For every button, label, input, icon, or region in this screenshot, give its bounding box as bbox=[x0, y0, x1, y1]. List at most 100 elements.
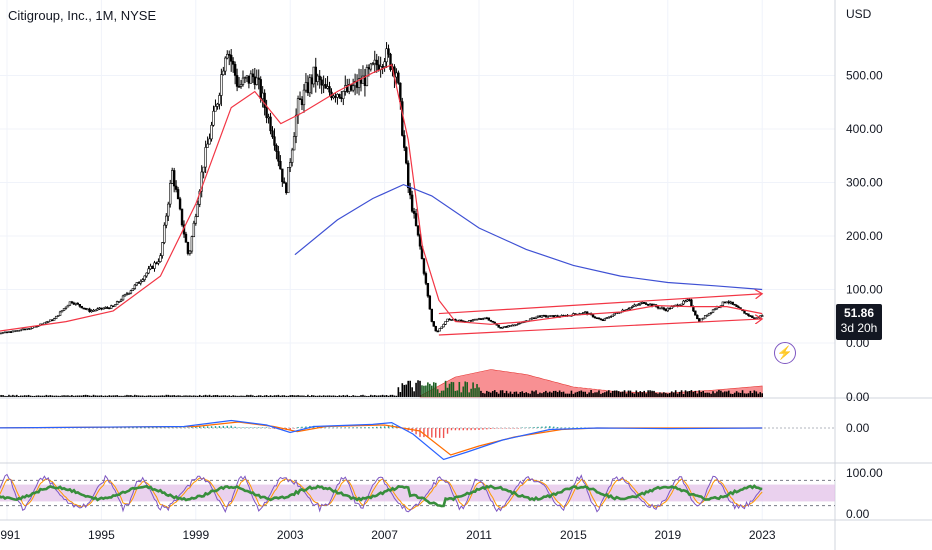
volume-bar bbox=[120, 395, 122, 397]
volume-bar bbox=[238, 395, 240, 397]
volume-bar bbox=[47, 395, 50, 397]
candle-body bbox=[369, 63, 373, 70]
candle-body bbox=[381, 66, 384, 68]
volume-bar bbox=[600, 393, 602, 397]
candle-body bbox=[332, 95, 335, 99]
macd-histogram-bar bbox=[525, 427, 527, 428]
candle-body bbox=[194, 216, 197, 224]
volume-bar bbox=[257, 395, 260, 397]
volume-bar bbox=[90, 395, 93, 397]
time-tick-label: 1991 bbox=[0, 528, 21, 542]
volume-bar bbox=[69, 395, 71, 397]
volume-bar bbox=[259, 395, 262, 397]
candle-body bbox=[54, 315, 58, 319]
volume-bar bbox=[432, 382, 435, 397]
volume-bar bbox=[322, 395, 325, 397]
candle-body bbox=[753, 317, 756, 320]
volume-bar bbox=[332, 395, 335, 397]
macd-histogram-bar bbox=[419, 428, 421, 437]
volume-bar bbox=[141, 395, 144, 397]
candle-body bbox=[703, 315, 707, 319]
macd-histogram-bar bbox=[202, 426, 205, 428]
candle-body bbox=[491, 320, 494, 323]
volume-bar bbox=[45, 394, 48, 397]
volume-bar bbox=[586, 393, 588, 397]
volume-bar bbox=[25, 395, 28, 397]
candle-body bbox=[147, 268, 150, 274]
volume-bar bbox=[379, 395, 382, 397]
volume-bar bbox=[706, 392, 708, 397]
volume-bar bbox=[619, 392, 622, 397]
candle-body bbox=[603, 317, 607, 321]
volume-bar bbox=[232, 395, 234, 397]
volume-bar bbox=[183, 395, 185, 397]
volume-bar bbox=[596, 392, 598, 397]
volume-bar bbox=[676, 393, 679, 397]
candle-body bbox=[21, 328, 24, 331]
volume-bar bbox=[413, 391, 415, 397]
axis-currency-label: USD bbox=[846, 7, 872, 21]
candle-body bbox=[255, 77, 258, 85]
macd-histogram-bar bbox=[336, 427, 339, 428]
volume-bar bbox=[313, 395, 315, 397]
chart-title: Citigroup, Inc., 1M, NYSE bbox=[8, 8, 157, 23]
macd-histogram-bar bbox=[104, 427, 107, 428]
macd-histogram-bar bbox=[187, 427, 189, 428]
volume-bar bbox=[320, 395, 323, 397]
volume-bar bbox=[631, 392, 634, 397]
candle-body bbox=[410, 194, 414, 212]
time-tick-label: 1999 bbox=[182, 528, 209, 542]
macd-histogram-bar bbox=[478, 428, 480, 430]
candle-body bbox=[499, 327, 502, 329]
macd-histogram-bar bbox=[427, 428, 429, 438]
macd-histogram-bar bbox=[218, 426, 221, 428]
candle-body bbox=[727, 301, 730, 304]
macd-histogram-bar bbox=[120, 427, 122, 428]
volume-bar bbox=[684, 390, 687, 397]
macd-histogram-bar bbox=[206, 426, 209, 428]
volume-bar bbox=[720, 390, 722, 397]
lightning-icon[interactable]: ⚡ bbox=[774, 342, 796, 364]
volume-bar bbox=[434, 382, 437, 397]
volume-bar bbox=[623, 390, 626, 397]
candle-body bbox=[550, 315, 553, 317]
volume-bar bbox=[23, 395, 26, 397]
volume-bar bbox=[431, 385, 433, 397]
volume-bar bbox=[550, 392, 553, 397]
volume-bar bbox=[611, 390, 614, 397]
channel-upper-line bbox=[438, 294, 762, 315]
candle-body bbox=[198, 190, 201, 205]
time-axis[interactable]: 1991 1995 1999 2003 2007 2011 2015 2019 2023 bbox=[0, 528, 776, 542]
candle-body bbox=[228, 53, 231, 56]
macd-histogram-bar bbox=[383, 426, 386, 428]
volume-bar bbox=[291, 394, 293, 397]
price-axis[interactable]: USD 100.00 200.00 300.00 400.00 500.00 0.00 0.0… bbox=[846, 7, 883, 521]
volume-bar bbox=[255, 395, 258, 397]
volume-bar bbox=[381, 394, 384, 397]
macd-histogram-bar bbox=[572, 427, 575, 428]
volume-bar bbox=[617, 391, 620, 397]
candle-body bbox=[597, 317, 601, 320]
candle-body bbox=[167, 203, 170, 217]
macd-histogram-bar bbox=[305, 426, 307, 428]
candle-body bbox=[19, 329, 22, 332]
candle-body bbox=[267, 116, 270, 119]
candle-body bbox=[304, 82, 308, 91]
macd-histogram-bar bbox=[450, 428, 453, 431]
macd-histogram-bar bbox=[254, 427, 256, 428]
candle-body bbox=[76, 302, 80, 305]
volume-ma-area bbox=[419, 369, 763, 398]
macd-histogram-bar bbox=[124, 427, 126, 428]
volume-bar bbox=[352, 395, 354, 397]
volume-bar bbox=[21, 395, 24, 397]
candle-body bbox=[688, 299, 691, 301]
candle-body bbox=[263, 92, 266, 108]
candle-body bbox=[473, 318, 477, 321]
time-tick-label: 2003 bbox=[277, 528, 304, 542]
volume-bar bbox=[613, 390, 616, 397]
macd-histogram-bar bbox=[497, 428, 500, 429]
candle-body bbox=[155, 262, 158, 265]
time-tick-label: 2011 bbox=[466, 528, 492, 542]
candle-body bbox=[749, 315, 752, 317]
